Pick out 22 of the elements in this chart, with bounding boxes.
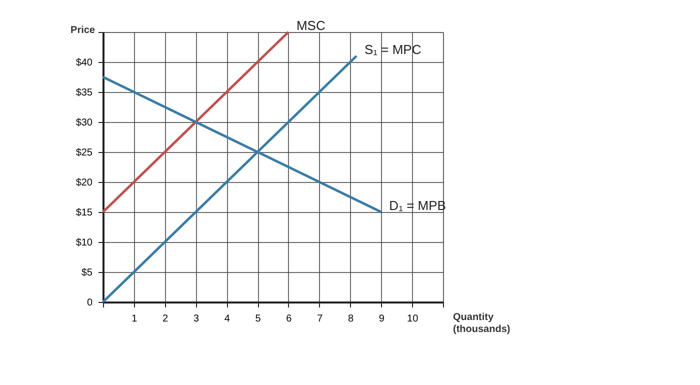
y-tick-label: $15	[76, 208, 93, 218]
y-tick-label: $40	[76, 58, 93, 68]
x-tick-label: 10	[407, 314, 419, 324]
y-axis-title: Price	[70, 25, 96, 36]
y-tick-label: $25	[76, 148, 93, 158]
x-tick-label: 3	[193, 314, 200, 324]
x-tick-label: 4	[224, 314, 230, 324]
y-tick-label: $5	[81, 268, 93, 278]
x-axis-title: Quantity (thousands)	[453, 312, 510, 335]
x-tick-label: 7	[317, 314, 324, 324]
series-label: MSC	[296, 18, 326, 33]
y-tick-label: $30	[76, 118, 93, 128]
y-tick-label: $20	[76, 178, 93, 188]
x-tick-label: 8	[348, 314, 354, 324]
x-tick-label: 5	[255, 314, 262, 324]
x-tick-label: 2	[162, 314, 169, 324]
x-tick-label: 6	[286, 314, 292, 324]
y-tick-label: $10	[76, 238, 93, 248]
x-tick-label: 1	[132, 314, 138, 324]
y-tick-label: $35	[76, 88, 93, 98]
y-tick-label: 0	[86, 298, 93, 308]
x-tick-label: 9	[378, 314, 385, 324]
